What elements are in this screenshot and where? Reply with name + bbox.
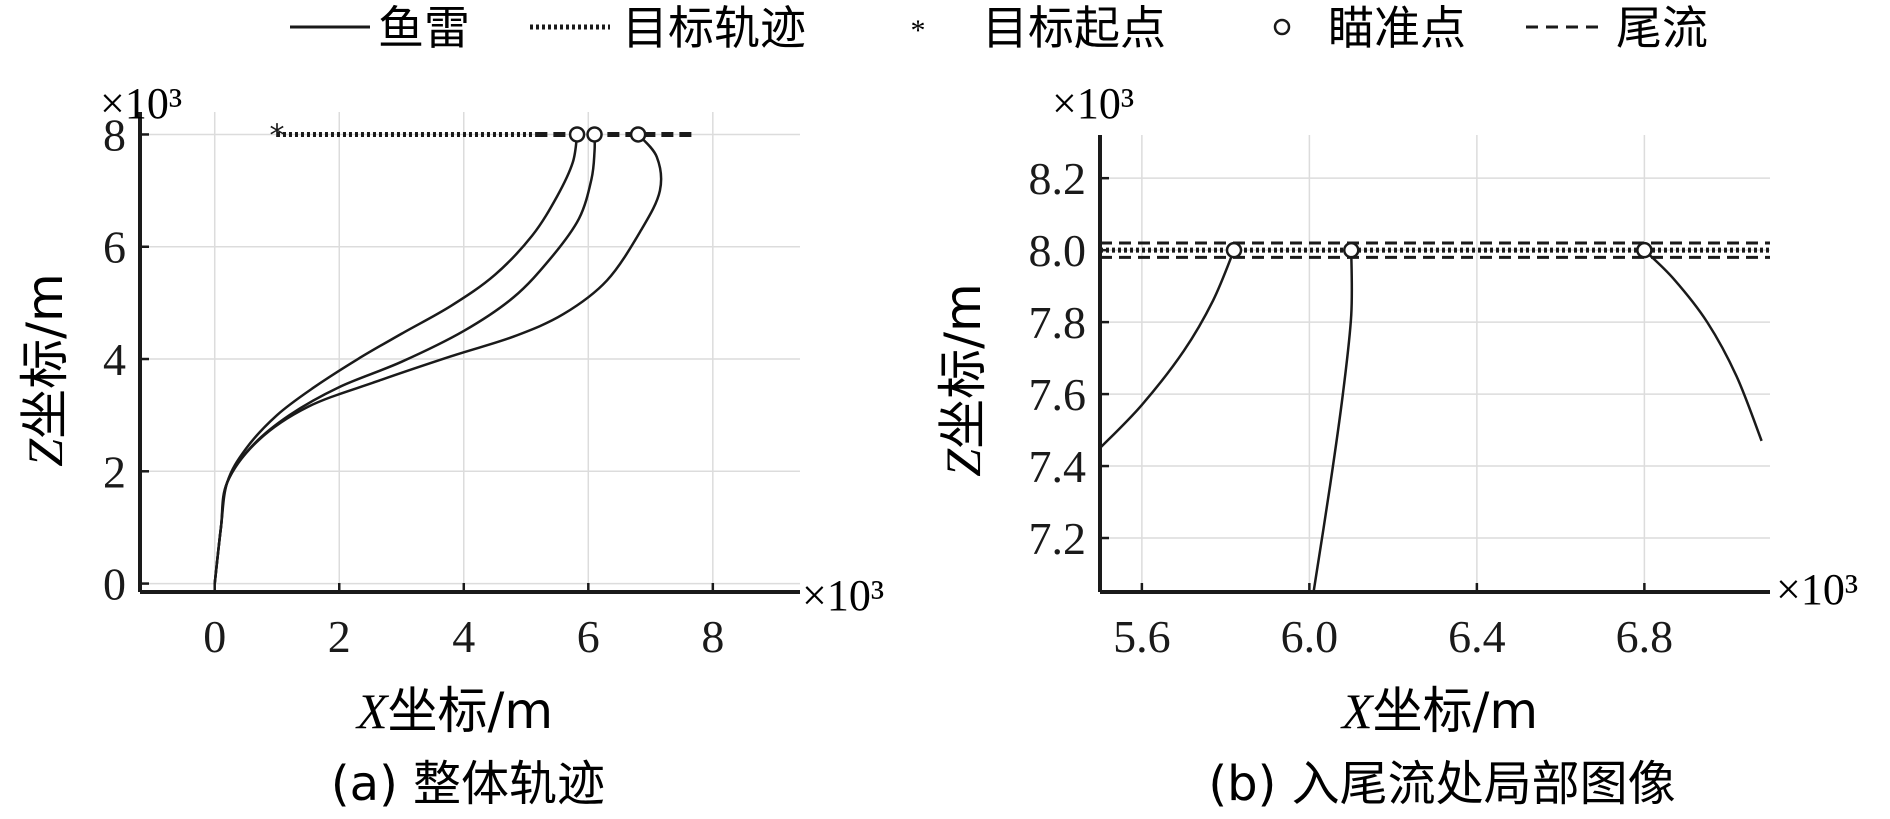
chart-b-aim-point-0: [1225, 241, 1243, 259]
chart-a-y-label-rest: 坐标/m: [16, 273, 74, 439]
chart-a-x-multiplier: ×10³: [802, 571, 884, 620]
chart-a-xtick-label-3: 6: [577, 611, 600, 662]
chart-b-y-label: Z坐标/m: [934, 283, 992, 476]
chart-b-x-label: X坐标/m: [1340, 682, 1538, 740]
legend-label-torpedo: 鱼雷: [378, 1, 470, 55]
chart-a-ytick-label-4: 8: [103, 109, 126, 160]
chart-a-target-start-marker: *: [269, 118, 284, 153]
legend-label-target-start: 目标起点: [982, 1, 1166, 55]
legend-label-target-track: 目标轨迹: [622, 1, 806, 55]
chart-b-torpedo-line-1: [1312, 250, 1354, 592]
chart-b-x-multiplier: ×10³: [1776, 565, 1858, 614]
chart-b: 5.6 6.0 6.4 6.8 7.2 7.4 7.6 7.8 8.0 8.2: [1029, 135, 1770, 662]
chart-a-torpedo-line-2: [213, 133, 663, 584]
chart-a-y-multiplier: ×10³: [100, 79, 182, 128]
chart-a-y-label-var: Z: [17, 438, 73, 467]
legend-swatch-aim-point: [1273, 18, 1291, 36]
chart-b-y-multiplier: ×10³: [1052, 79, 1134, 128]
chart-b-aim-point-1: [1343, 241, 1360, 259]
chart-b-torpedo-line-0: [1100, 249, 1236, 449]
chart-b-ytick-label-3: 7.8: [1029, 297, 1087, 348]
chart-b-ytick-label-1: 7.4: [1029, 441, 1087, 492]
chart-a-xtick-label-4: 8: [701, 611, 724, 662]
chart-b-aim-point-2: [1636, 241, 1653, 259]
chart-b-caption: (b) 入尾流处局部图像: [1208, 756, 1675, 812]
chart-b-xtick-label-2: 6.4: [1448, 611, 1506, 662]
chart-a-y-label: Z坐标/m: [16, 273, 74, 466]
chart-a-ytick-label-3: 6: [103, 222, 126, 273]
chart-a: 0 2 4 6 8 0 2 4 6 8 *: [103, 109, 800, 662]
chart-a-x-label-rest: 坐标/m: [387, 682, 553, 740]
chart-a-xtick-label-1: 2: [328, 611, 351, 662]
chart-a-aim-point-1: [586, 126, 603, 143]
chart-b-y-label-rest: 坐标/m: [934, 283, 992, 449]
chart-a-aim-point-2: [629, 126, 647, 143]
legend-label-aim-point: 瞄准点: [1328, 1, 1466, 55]
chart-b-torpedo-line-2: [1643, 249, 1763, 442]
chart-b-xtick-label-3: 6.8: [1616, 611, 1674, 662]
chart-b-plot-area: [1100, 241, 1770, 592]
legend: 鱼雷 目标轨迹 * 目标起点 瞄准点 尾流: [290, 1, 1708, 55]
chart-a-ytick-label-2: 4: [103, 334, 126, 385]
chart-a-aim-point-0: [568, 126, 586, 143]
chart-a-ytick-label-0: 0: [103, 559, 126, 610]
chart-b-ytick-label-4: 8.0: [1029, 225, 1087, 276]
chart-b-xtick-label-0: 5.6: [1113, 611, 1171, 662]
chart-a-caption: (a) 整体轨迹: [331, 756, 605, 812]
chart-a-xtick-label-2: 4: [452, 611, 475, 662]
chart-a-xtick-label-0: 0: [203, 611, 226, 662]
chart-a-ytick-label-1: 2: [103, 446, 126, 497]
chart-b-ytick-label-2: 7.6: [1029, 369, 1087, 420]
legend-swatch-target-start: *: [911, 14, 926, 47]
chart-b-x-label-rest: 坐标/m: [1372, 682, 1538, 740]
chart-a-plot-area: [213, 131, 695, 584]
chart-b-ytick-label-5: 8.2: [1029, 153, 1087, 204]
legend-label-wake: 尾流: [1616, 1, 1708, 55]
chart-a-x-label-var: X: [355, 683, 390, 739]
chart-b-ytick-label-0: 7.2: [1029, 513, 1087, 564]
chart-a-x-label: X坐标/m: [355, 682, 553, 740]
chart-b-y-label-var: Z: [935, 448, 991, 477]
chart-b-x-label-var: X: [1340, 683, 1375, 739]
chart-b-xtick-label-1: 6.0: [1281, 611, 1339, 662]
